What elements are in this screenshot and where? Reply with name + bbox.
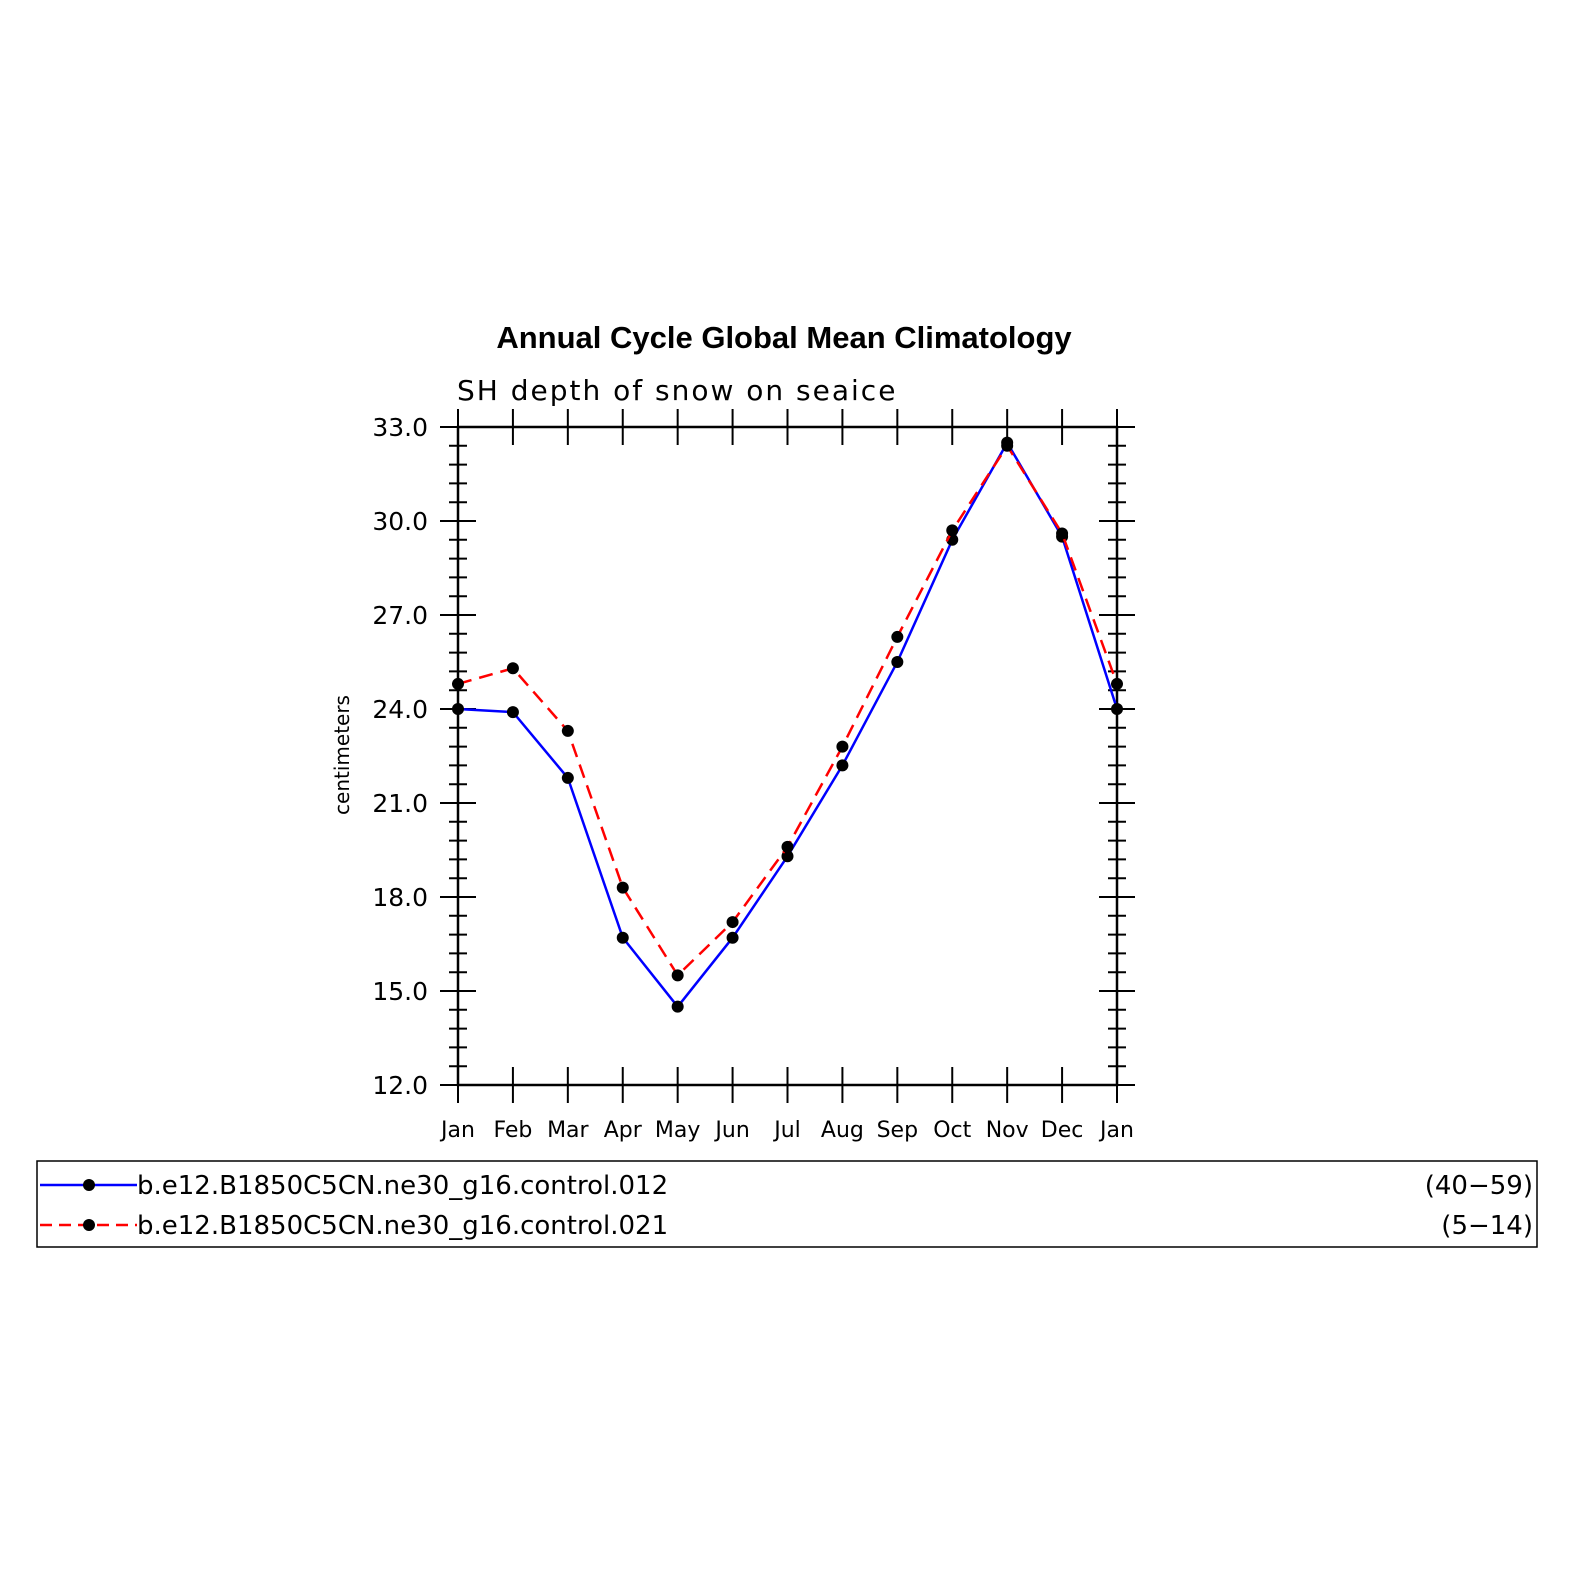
data-point bbox=[1111, 703, 1123, 715]
data-point bbox=[1001, 439, 1014, 452]
legend-marker bbox=[83, 1219, 95, 1231]
legend-entry-2: b.e12.B1850C5CN.ne30_g16.control.021 (5−1… bbox=[40, 1211, 1533, 1241]
x-tick-label: Jun bbox=[713, 1118, 749, 1143]
y-tick-label: 24.0 bbox=[372, 695, 428, 724]
data-point bbox=[671, 969, 684, 982]
data-point bbox=[891, 656, 904, 668]
x-tick-label: Jan bbox=[1098, 1118, 1134, 1143]
y-tick-label: 12.0 bbox=[372, 1071, 428, 1100]
data-point bbox=[946, 524, 959, 537]
x-tick-label: Aug bbox=[821, 1118, 864, 1143]
legend-entry-1: b.e12.B1850C5CN.ne30_g16.control.012 (40−… bbox=[40, 1171, 1533, 1201]
x-tick-label: Sep bbox=[877, 1118, 918, 1143]
data-point bbox=[836, 740, 849, 753]
legend-label: b.e12.B1850C5CN.ne30_g16.control.012 bbox=[137, 1171, 668, 1201]
data-point bbox=[726, 931, 739, 944]
plot-border bbox=[456, 425, 1119, 1087]
y-axis-label: centimeters bbox=[330, 695, 354, 815]
y-tick-label: 21.0 bbox=[372, 789, 428, 818]
y-tick-label: 33.0 bbox=[372, 413, 428, 442]
data-point bbox=[891, 630, 904, 643]
legend-years: (40−59) bbox=[1425, 1171, 1533, 1201]
data-point bbox=[506, 662, 519, 675]
legend-marker bbox=[83, 1179, 95, 1191]
x-tick-label: Mar bbox=[547, 1118, 589, 1143]
y-tick-label: 15.0 bbox=[372, 977, 428, 1006]
x-tick-label: Jan bbox=[439, 1118, 475, 1143]
plot-frame bbox=[456, 425, 1119, 1087]
x-tick-label: Nov bbox=[986, 1118, 1029, 1143]
series-1 bbox=[452, 436, 1123, 1013]
data-point bbox=[1056, 527, 1069, 540]
data-point bbox=[726, 916, 739, 929]
chart-subtitle: SH depth of snow on seaice bbox=[457, 374, 897, 407]
data-point bbox=[506, 706, 519, 719]
data-point bbox=[561, 724, 574, 737]
data-point bbox=[616, 881, 629, 894]
series-layer bbox=[452, 436, 1123, 1013]
data-point bbox=[616, 931, 629, 944]
data-point bbox=[452, 677, 464, 690]
legend-box bbox=[36, 1160, 1538, 1248]
x-tick-label: Feb bbox=[493, 1118, 532, 1143]
x-tick-label: Apr bbox=[604, 1118, 643, 1143]
x-tick-label: May bbox=[655, 1118, 700, 1143]
y-tick-label: 27.0 bbox=[372, 601, 428, 630]
data-point bbox=[671, 1000, 684, 1013]
legend-label: b.e12.B1850C5CN.ne30_g16.control.021 bbox=[137, 1211, 668, 1241]
legend-years: (5−14) bbox=[1441, 1211, 1533, 1241]
x-tick-label: Oct bbox=[933, 1118, 971, 1143]
data-point bbox=[452, 703, 464, 715]
x-tick-label: Dec bbox=[1041, 1118, 1084, 1143]
data-point bbox=[836, 759, 849, 772]
legend: b.e12.B1850C5CN.ne30_g16.control.012 (40−… bbox=[36, 1160, 1538, 1248]
y-tick-label: 18.0 bbox=[372, 883, 428, 912]
data-point bbox=[1111, 677, 1123, 690]
data-point bbox=[781, 840, 794, 853]
series-2 bbox=[452, 439, 1123, 982]
y-tick-label: 30.0 bbox=[372, 507, 428, 536]
x-tick-label: Jul bbox=[772, 1118, 801, 1143]
chart-title: Annual Cycle Global Mean Climatology bbox=[496, 320, 1072, 355]
data-point bbox=[781, 850, 794, 863]
series-line bbox=[457, 440, 1119, 1009]
series-line bbox=[457, 443, 1119, 978]
x-axis: Jan Feb Mar Apr May Jun Jul Aug Sep Oct Nov Dec Jan bbox=[439, 409, 1134, 1143]
y-axis: 12.0 15.0 18.0 21.0 24.0 27.0 30.0 33.0 bbox=[372, 413, 1135, 1100]
data-point bbox=[561, 771, 574, 784]
